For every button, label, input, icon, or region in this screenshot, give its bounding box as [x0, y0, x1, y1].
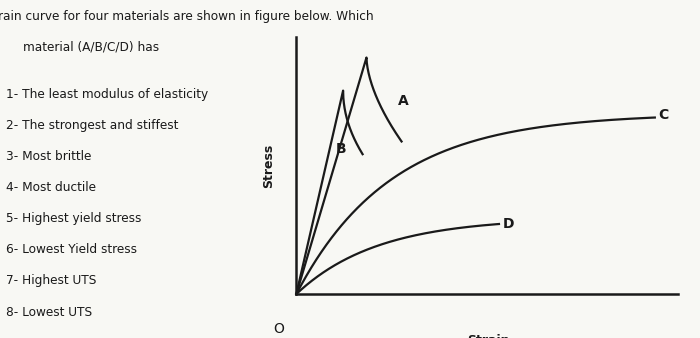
- Text: Stress: Stress: [262, 144, 275, 188]
- Text: 7- Highest UTS: 7- Highest UTS: [6, 274, 96, 287]
- Text: 5- Highest yield stress: 5- Highest yield stress: [6, 212, 141, 225]
- Text: 3- Most brittle: 3- Most brittle: [6, 150, 91, 163]
- Text: C: C: [659, 108, 669, 122]
- Text: 8- Lowest UTS: 8- Lowest UTS: [6, 306, 92, 318]
- Text: 6- Lowest Yield stress: 6- Lowest Yield stress: [6, 243, 136, 256]
- Text: D: D: [503, 217, 514, 231]
- Text: B: B: [335, 142, 346, 156]
- Text: A: A: [398, 94, 408, 108]
- Text: O: O: [273, 322, 284, 336]
- Text: The stress- strain curve for four materials are shown in figure below. Which: The stress- strain curve for four materi…: [0, 10, 374, 23]
- Text: 2- The strongest and stiffest: 2- The strongest and stiffest: [6, 119, 178, 132]
- Text: Strain: Strain: [467, 334, 510, 338]
- Text: 1- The least modulus of elasticity: 1- The least modulus of elasticity: [6, 88, 208, 101]
- Text: material (A/B/C/D) has: material (A/B/C/D) has: [23, 41, 160, 53]
- Text: 4- Most ductile: 4- Most ductile: [6, 181, 96, 194]
